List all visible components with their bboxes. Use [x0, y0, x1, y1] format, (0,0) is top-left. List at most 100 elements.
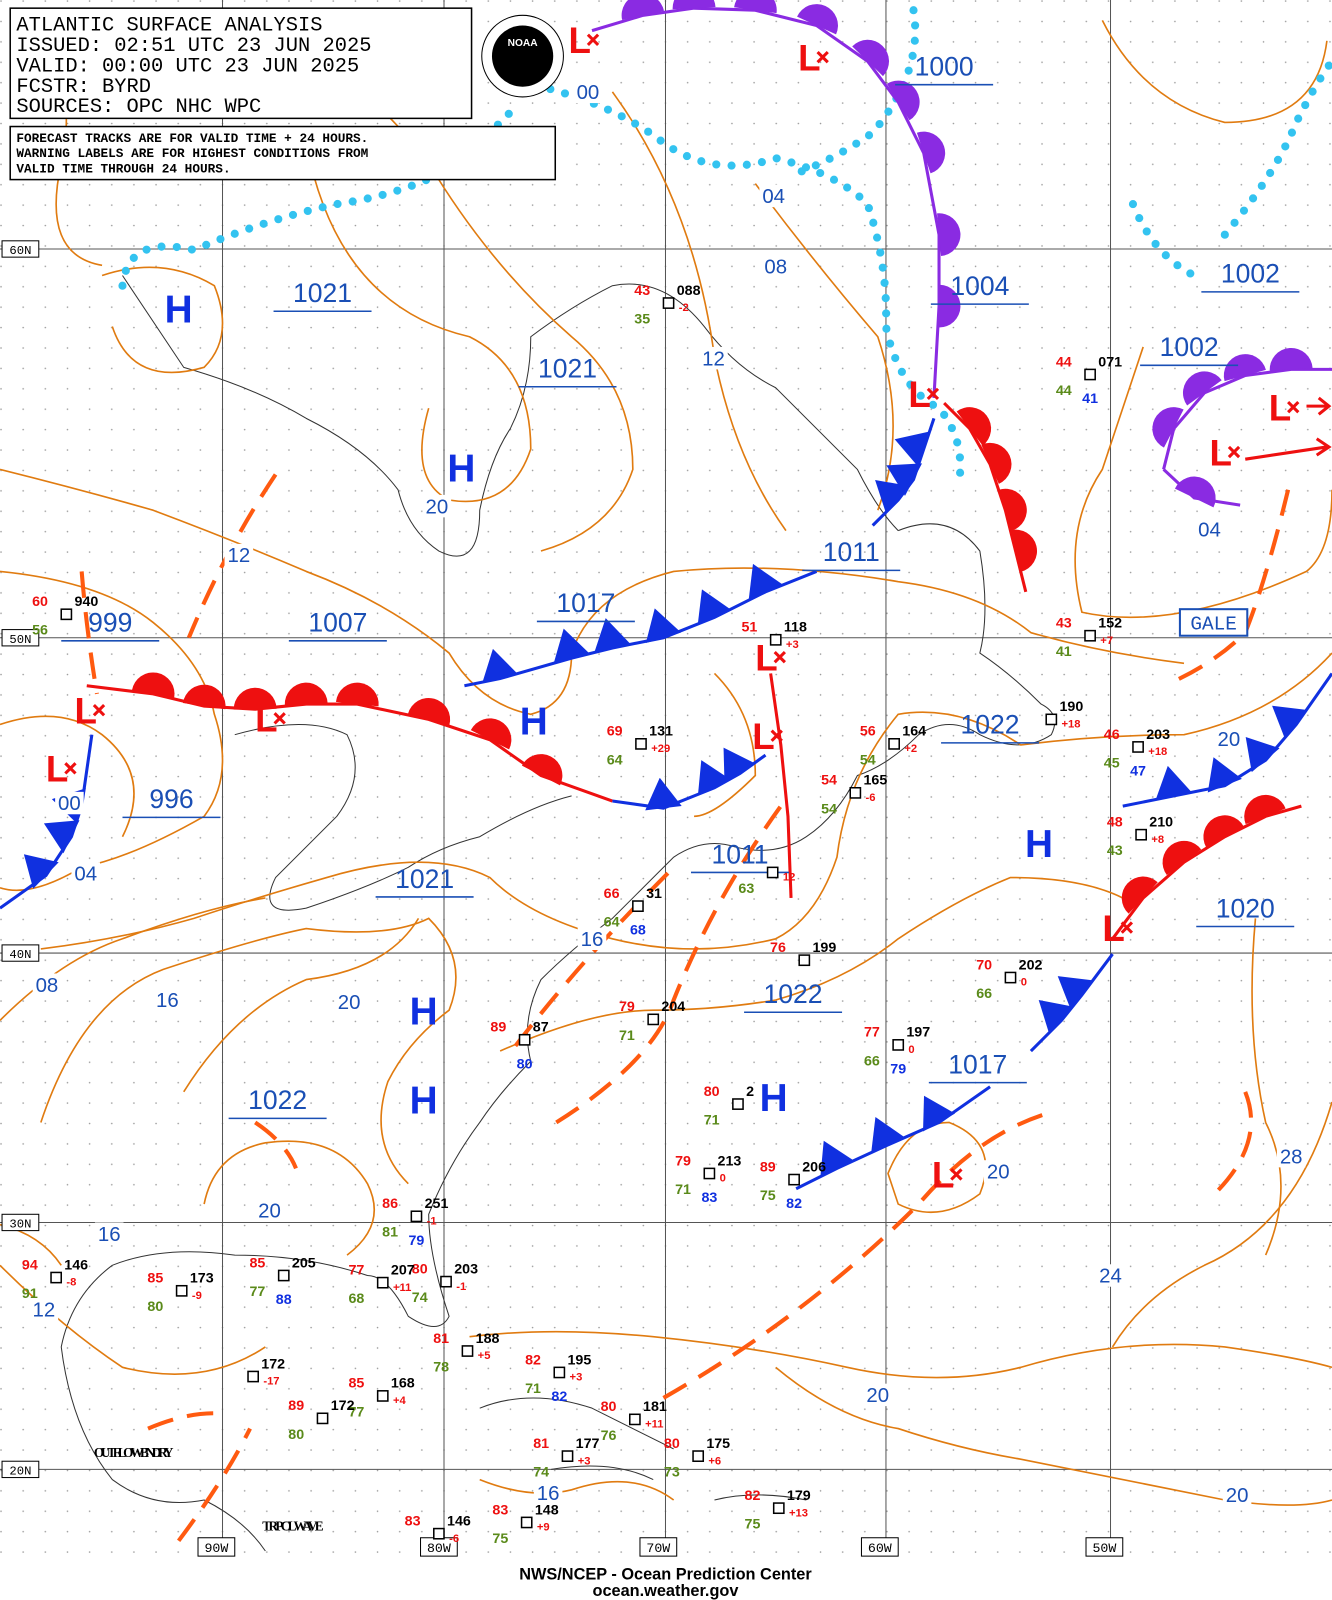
station-pressure: 181: [643, 1399, 667, 1415]
station-dew: 76: [601, 1428, 617, 1444]
isobar-label-bg: [1276, 1144, 1306, 1168]
station-temp: 69: [607, 724, 623, 740]
station-marker: [520, 1516, 533, 1529]
low-center: L: [75, 690, 97, 731]
isobar-label: 20: [1226, 1485, 1249, 1507]
station-pressure: 172: [261, 1356, 285, 1372]
station-pressure: 152: [1098, 616, 1122, 632]
station-marker: [888, 738, 900, 750]
station-tend: +8: [1151, 834, 1164, 846]
station-tend: +29: [651, 743, 670, 755]
station-dew: 91: [22, 1286, 38, 1302]
pressure-label: 1007: [308, 608, 367, 638]
low-x: [950, 1168, 963, 1181]
station-dew: 75: [745, 1517, 761, 1533]
lat-label-box: [1, 944, 40, 962]
low-center: L: [255, 699, 277, 740]
station-pressure: 188: [476, 1331, 500, 1347]
station-dew: 80: [147, 1299, 163, 1315]
low-center: L: [798, 37, 820, 78]
station-pressure: 205: [292, 1255, 316, 1271]
station-temp: 60: [32, 594, 48, 610]
high-center: H: [520, 701, 548, 744]
isobar-label-bg: [577, 927, 607, 950]
station-dew: 71: [619, 1028, 635, 1044]
station-extra: 79: [409, 1233, 425, 1249]
station-pressure: 251: [425, 1196, 449, 1212]
station-marker: [892, 1039, 905, 1051]
station-dew: 56: [32, 623, 48, 639]
pressure-label: 1011: [711, 839, 768, 869]
high-center: H: [760, 1077, 788, 1120]
isobar-label: 16: [98, 1224, 121, 1246]
tropical-wave-label: TRPCL WAVE: [262, 1519, 323, 1534]
isobar-label-bg: [153, 988, 182, 1012]
low-x: [92, 704, 106, 717]
station-marker: [440, 1275, 452, 1288]
pressure-label: 1021: [538, 354, 597, 384]
pressure-label: 1022: [248, 1085, 307, 1115]
isobar-label-bg: [573, 80, 603, 104]
station-pressure: 213: [718, 1153, 742, 1169]
isobar-label-bg: [759, 184, 788, 208]
station-marker: [632, 900, 644, 912]
pressure-label: 1021: [395, 864, 454, 894]
isobar-label-bg: [699, 346, 728, 370]
station-dew: 74: [412, 1290, 428, 1306]
station-tend: -8: [66, 1277, 76, 1289]
isobar-label: 20: [1218, 729, 1241, 751]
station-temp: 80: [601, 1399, 617, 1415]
isobar-label-bg: [1195, 518, 1224, 541]
station-marker: [1132, 741, 1144, 753]
isobar-label-bg: [761, 255, 791, 278]
station-temp: 85: [147, 1271, 163, 1287]
isobar-label: 16: [537, 1483, 560, 1505]
isobar-label-bg: [29, 1297, 59, 1321]
low-x: [1120, 921, 1134, 934]
station-marker: [1004, 971, 1017, 984]
station-extra: 79: [890, 1061, 906, 1077]
header-block: ATLANTIC SURFACE ANALYSIS ISSUED: 02:51 …: [9, 7, 564, 181]
station-tend: +11: [393, 1282, 411, 1294]
station-pressure: 210: [1149, 815, 1173, 831]
station-temp: 81: [433, 1331, 449, 1347]
station-dew: 66: [976, 986, 992, 1002]
station-dew: 45: [1104, 755, 1120, 771]
isobar-label-bg: [422, 494, 452, 518]
isobar-label: 16: [156, 990, 179, 1012]
low-x: [1287, 400, 1300, 414]
isobar-label: 16: [581, 929, 604, 951]
station-temp: 83: [492, 1502, 508, 1518]
station-tend: +18: [1148, 746, 1167, 758]
low-x: [64, 762, 77, 775]
pressure-label: 1020: [1216, 893, 1275, 923]
station-dew: 64: [604, 915, 620, 931]
note-line: VALID TIME THROUGH 24 HOURS.: [16, 161, 230, 176]
low-center: L: [752, 716, 774, 757]
station-pressure: 202: [1019, 957, 1043, 973]
station-pressure: 206: [802, 1159, 826, 1175]
station-tend: +2: [904, 743, 917, 755]
isobar-label-bg: [863, 1383, 893, 1407]
station-pressure: 203: [1146, 727, 1170, 743]
station-pressure: 146: [447, 1514, 471, 1530]
station-dew: 77: [250, 1284, 266, 1300]
station-tend: +3: [786, 639, 799, 651]
lon-label: 60W: [868, 1541, 892, 1556]
lon-label: 80W: [427, 1541, 451, 1556]
lat-label: 50N: [9, 633, 31, 647]
station-marker: [662, 297, 675, 309]
station-pressure: 071: [1098, 354, 1122, 370]
high-center: H: [165, 288, 193, 331]
station-marker: [316, 1412, 329, 1425]
pressure-label: 1017: [556, 588, 615, 618]
station-pressure: 165: [864, 773, 888, 789]
pressure-label: 1002: [1221, 259, 1280, 289]
station-tend: +11: [645, 1419, 663, 1431]
station-temp: 85: [250, 1255, 266, 1271]
low-center: L: [1210, 432, 1232, 473]
station-tend: +13: [789, 1507, 808, 1519]
isobar-label: 08: [36, 975, 59, 997]
